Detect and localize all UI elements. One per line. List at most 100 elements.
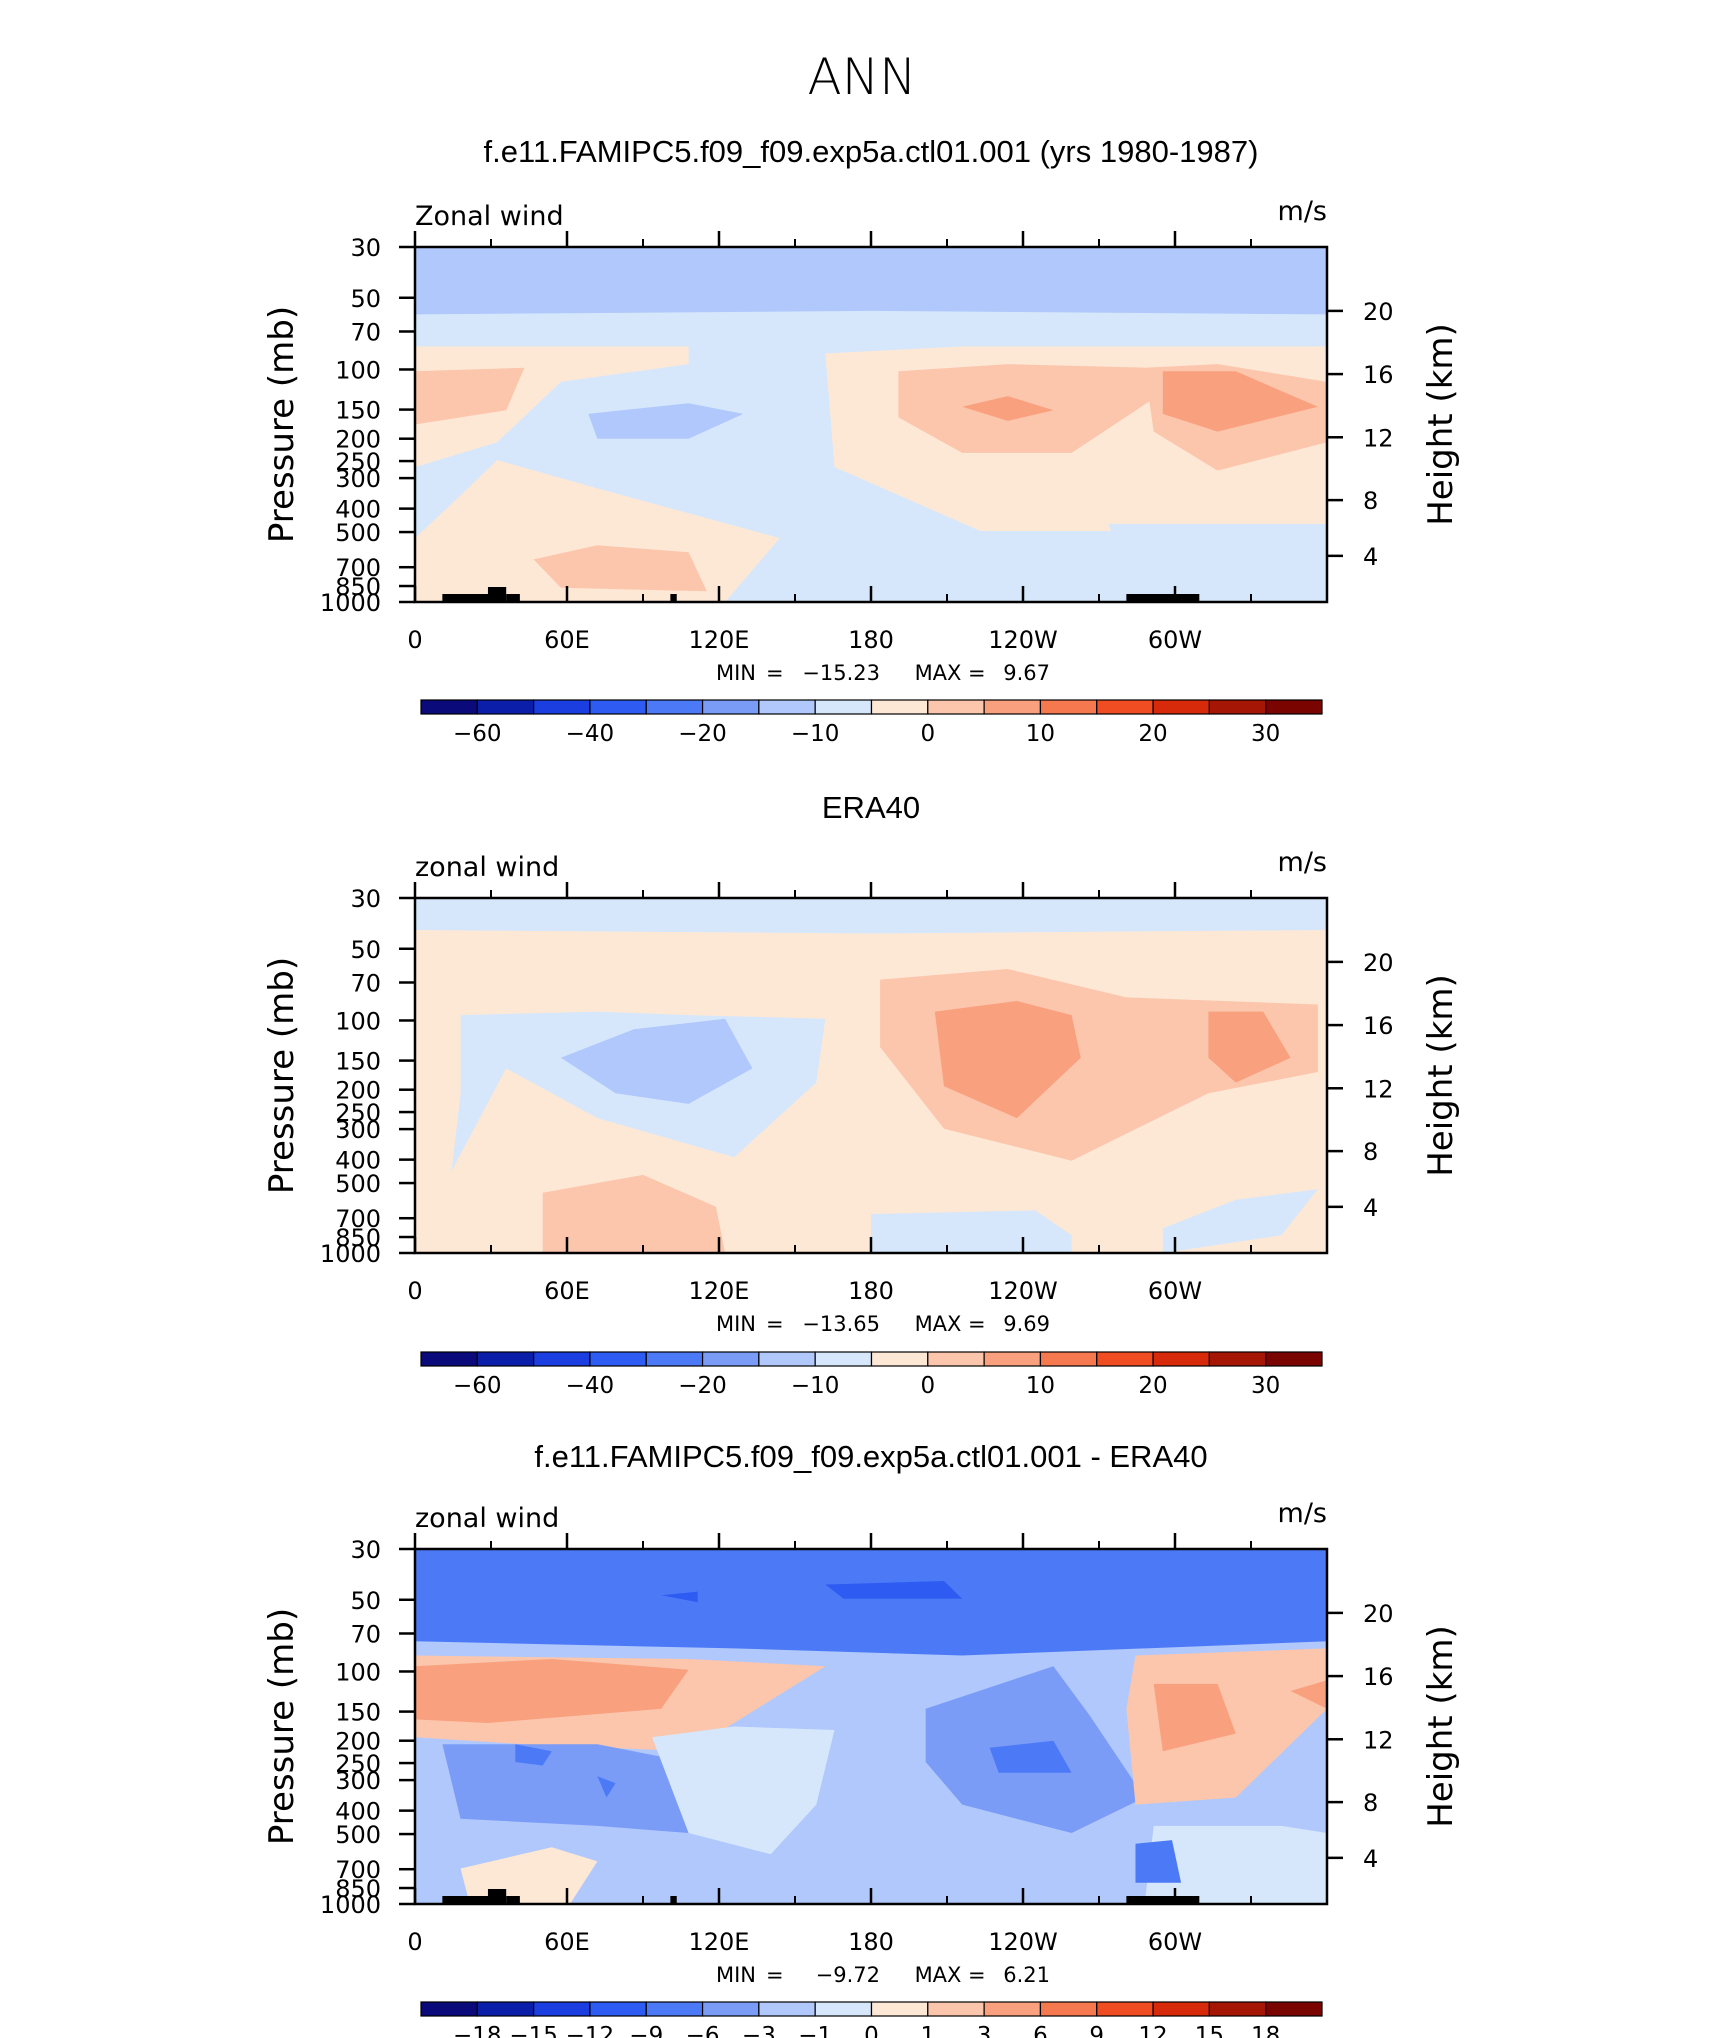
- y-tick-label: 50: [350, 1587, 381, 1615]
- y2-tick-label: 20: [1363, 949, 1394, 977]
- colorbar-swatch: [927, 1351, 985, 1367]
- land-block-0: [442, 594, 491, 602]
- contour-region-5: [533, 545, 707, 592]
- y2-axis-title: Height (km): [1421, 974, 1461, 1177]
- contour-region-9: [1162, 1189, 1318, 1253]
- colorbar-label: 0: [920, 721, 935, 747]
- x-tick-label: 120W: [988, 626, 1058, 654]
- topography: [442, 587, 1200, 602]
- y-axis-title: Pressure (mb): [262, 306, 302, 543]
- colorbar-swatch: [701, 1351, 760, 1367]
- contour-region-3: [560, 1018, 753, 1104]
- y-axis-title: Pressure (mb): [262, 957, 302, 1194]
- contour-region-7: [542, 1174, 726, 1253]
- colorbar-swatch: [1039, 699, 1098, 715]
- colorbar-swatch: [1152, 699, 1210, 715]
- contour-region-15: [1144, 1825, 1327, 1904]
- y-tick-label: 50: [350, 285, 381, 313]
- colorbar-swatch: [1152, 2001, 1210, 2017]
- colorbar-swatch: [533, 1351, 591, 1367]
- y-tick-label: 70: [350, 1620, 381, 1648]
- y-tick-label: 850: [335, 1875, 381, 1903]
- colorbar-swatch: [420, 1351, 478, 1367]
- land-block-3: [670, 594, 677, 602]
- y-tick-label: 200: [335, 1728, 381, 1756]
- y-tick-label: 50: [350, 936, 381, 964]
- colorbar-swatch: [476, 2001, 535, 2017]
- colorbar-label: 20: [1138, 721, 1167, 747]
- y-tick-label: 300: [335, 1116, 381, 1144]
- colorbar-label: −10: [791, 1373, 840, 1399]
- max-equals: =: [968, 1312, 986, 1336]
- panel-diff: f.e11.FAMIPC5.f09_f09.exp5a.ctl01.001 - …: [262, 1439, 1461, 2038]
- x-tick-label: 0: [407, 1928, 422, 1956]
- colorbar-swatch: [870, 2001, 929, 2017]
- contour-region-7: [515, 1744, 552, 1766]
- y-tick-label: 100: [335, 356, 381, 384]
- colorbar-swatch: [983, 699, 1042, 715]
- contour-region-5: [934, 1001, 1081, 1119]
- colorbar-swatch: [1096, 1351, 1154, 1367]
- colorbar-swatch: [645, 2001, 704, 2017]
- x-tick-label: 60W: [1148, 1928, 1202, 1956]
- colorbar: −60 −40 −20 −10 0 10 20 30: [420, 699, 1323, 747]
- y2-tick-label: 12: [1363, 424, 1394, 452]
- x-tick-label: 120E: [689, 1277, 750, 1305]
- colorbar-swatch: [758, 2001, 816, 2017]
- panel-title: f.e11.FAMIPC5.f09_f09.exp5a.ctl01.001 (y…: [484, 134, 1259, 169]
- x-tick-label: 180: [848, 1277, 894, 1305]
- colorbar-label: 0: [864, 2023, 879, 2038]
- contour-region-11: [989, 1740, 1072, 1773]
- y2-tick-label: 16: [1363, 1663, 1394, 1691]
- y2-tick-label: 12: [1363, 1726, 1394, 1754]
- colorbar-label: 6: [1033, 2023, 1048, 2038]
- figure-title: ANN: [807, 48, 916, 106]
- contour-region-8: [597, 1776, 616, 1798]
- max-label: MAX: [915, 1312, 962, 1336]
- colorbar-swatch: [758, 699, 816, 715]
- y-tick-label: 150: [335, 1048, 381, 1076]
- min-value: −13.65: [802, 1312, 880, 1336]
- min-label: MIN: [716, 1963, 756, 1987]
- contour-region-1: [415, 1549, 1327, 1656]
- min-equals: =: [766, 1963, 784, 1987]
- x-tick-label: 60W: [1148, 626, 1202, 654]
- colorbar-swatch: [983, 2001, 1042, 2017]
- y-tick-label: 850: [335, 1224, 381, 1252]
- colorbar-label: −15: [509, 2023, 558, 2038]
- contour-region-10: [962, 396, 1054, 421]
- panel-obs: ERA40 zonal wind m/s 0 60E 120E 180 120W 60W 30 50…: [262, 790, 1461, 1399]
- min-label: MIN: [716, 661, 756, 685]
- x-tick-label: 60W: [1148, 1277, 1202, 1305]
- colorbar-swatch: [1208, 1351, 1267, 1367]
- colorbar-swatch: [1096, 699, 1154, 715]
- y2-tick-label: 20: [1363, 298, 1394, 326]
- colorbar-swatch: [533, 2001, 591, 2017]
- colorbar-label: 30: [1251, 721, 1280, 747]
- land-block-4: [1126, 1896, 1200, 1904]
- colorbar-swatch: [1152, 1351, 1210, 1367]
- colorbar-label: 15: [1195, 2023, 1224, 2038]
- colorbar-swatch: [645, 1351, 704, 1367]
- units-label: m/s: [1278, 1498, 1327, 1529]
- y-tick-label: 500: [335, 1170, 381, 1198]
- y-tick-label: 400: [335, 1147, 381, 1175]
- y-tick-label: 200: [335, 426, 381, 454]
- contour-region-14: [1290, 1680, 1327, 1709]
- y-tick-label: 500: [335, 519, 381, 547]
- colorbar-swatch: [701, 2001, 760, 2017]
- max-value: 9.69: [1003, 1312, 1050, 1336]
- y-tick-label: 30: [350, 885, 381, 913]
- colorbar-swatch: [1039, 1351, 1098, 1367]
- y-tick-label: 1000: [320, 1240, 381, 1268]
- land-block-0: [442, 1896, 491, 1904]
- colorbar-swatch: [533, 699, 591, 715]
- land-block-2: [506, 594, 520, 602]
- colorbar-label: −20: [678, 1373, 727, 1399]
- y-tick-label: 250: [335, 1099, 381, 1127]
- colorbar-swatch: [589, 1351, 647, 1367]
- units-label: m/s: [1278, 847, 1327, 878]
- max-equals: =: [968, 1963, 986, 1987]
- y2-tick-label: 4: [1363, 543, 1378, 571]
- y-axis-title: Pressure (mb): [262, 1608, 302, 1845]
